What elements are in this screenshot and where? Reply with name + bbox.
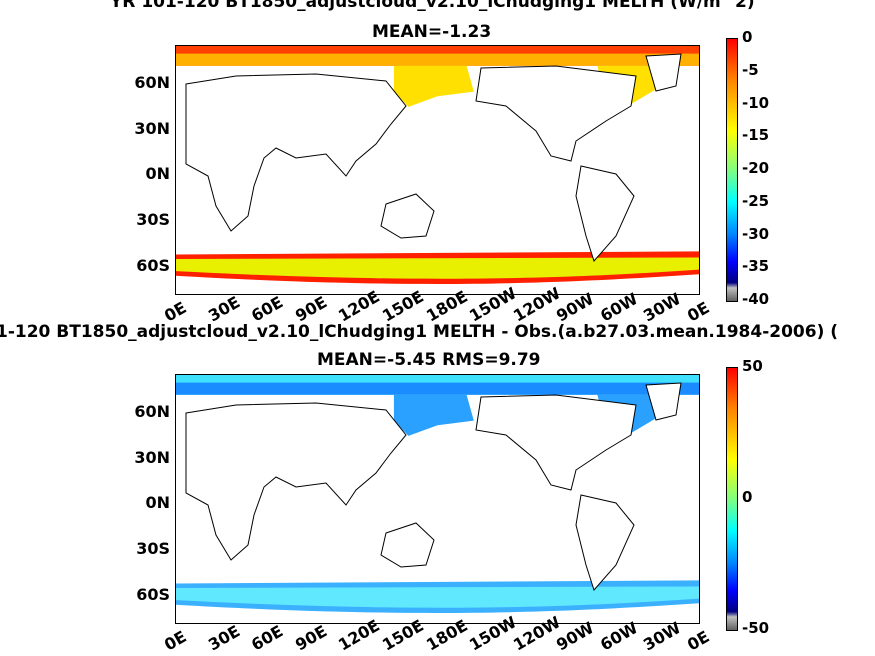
lat-tick-label: 60N — [134, 402, 170, 422]
colorbar-tick-label: 0 — [742, 28, 753, 46]
lat-tick-label: 30N — [134, 118, 170, 138]
colorbar-tick-label: -20 — [742, 159, 770, 177]
colorbar-tick-label: -15 — [742, 126, 770, 145]
continent-outline — [575, 494, 635, 591]
colorbar-tick-label: 50 — [742, 357, 763, 375]
continent-outline — [475, 65, 637, 162]
lat-tick-label: 60S — [136, 255, 170, 275]
colorbar-tick-label: -25 — [742, 191, 770, 210]
colorbar-tick-label: -50 — [742, 619, 770, 637]
colorbar-tick-label: -40 — [742, 290, 770, 308]
lat-tick-label: 60N — [134, 73, 170, 93]
panel1-colorbar — [726, 38, 738, 302]
lon-tick-label: 90E — [291, 621, 331, 655]
lat-tick-label: 30S — [136, 209, 170, 229]
continent-outline — [380, 522, 435, 568]
north-pacific-patch — [393, 65, 474, 107]
arctic-inner — [176, 53, 699, 66]
panel2-map — [175, 374, 700, 624]
continent-outline — [185, 402, 407, 561]
panel2-colorbar — [726, 367, 738, 631]
continent-outline — [380, 193, 435, 239]
continent-outline — [575, 165, 635, 262]
continent-outline — [475, 394, 637, 491]
lat-tick-label: 0N — [145, 164, 170, 184]
lon-tick-label: 60E — [248, 292, 287, 326]
panel1-subtitle: MEAN=-1.23 — [372, 22, 492, 42]
panel2-subtitle: MEAN=-5.45 RMS=9.79 — [317, 350, 541, 370]
colorbar-tick-label: -5 — [742, 60, 759, 79]
colorbar-tick-label: -30 — [742, 224, 770, 243]
colorbar-tick-label: -35 — [742, 257, 770, 276]
continent-outline — [645, 53, 682, 92]
continent-outline — [185, 73, 407, 232]
southern-ocean-inner — [176, 586, 699, 608]
panel1-field — [176, 46, 699, 284]
continent-outline — [645, 382, 682, 421]
lat-tick-label: 30S — [136, 538, 170, 558]
lon-tick-label: 90E — [291, 292, 331, 326]
southern-ocean-inner — [176, 257, 699, 279]
panel1-map — [175, 45, 700, 295]
lat-tick-label: 30N — [134, 447, 170, 467]
lat-tick-label: 0N — [145, 493, 170, 513]
lat-tick-label: 60S — [136, 584, 170, 604]
lon-tick-label: 0E — [684, 626, 713, 655]
panel1-title: YR 101-120 BT1850_adjustcloud_v2.10_lChu… — [110, 0, 755, 12]
colorbar-tick-label: 0 — [742, 488, 753, 506]
lon-tick-label: 30E — [204, 292, 243, 326]
panel2-field — [176, 375, 699, 613]
lon-tick-label: 0E — [161, 626, 190, 655]
lon-tick-label: 60E — [248, 621, 287, 655]
panel2-title: 1-120 BT1850_adjustcloud_v2.10_lChudging… — [0, 322, 839, 342]
colorbar-tick-label: -10 — [742, 93, 770, 112]
north-pacific-patch — [393, 394, 474, 436]
lon-tick-label: 30E — [204, 621, 243, 655]
arctic-inner — [176, 382, 699, 395]
